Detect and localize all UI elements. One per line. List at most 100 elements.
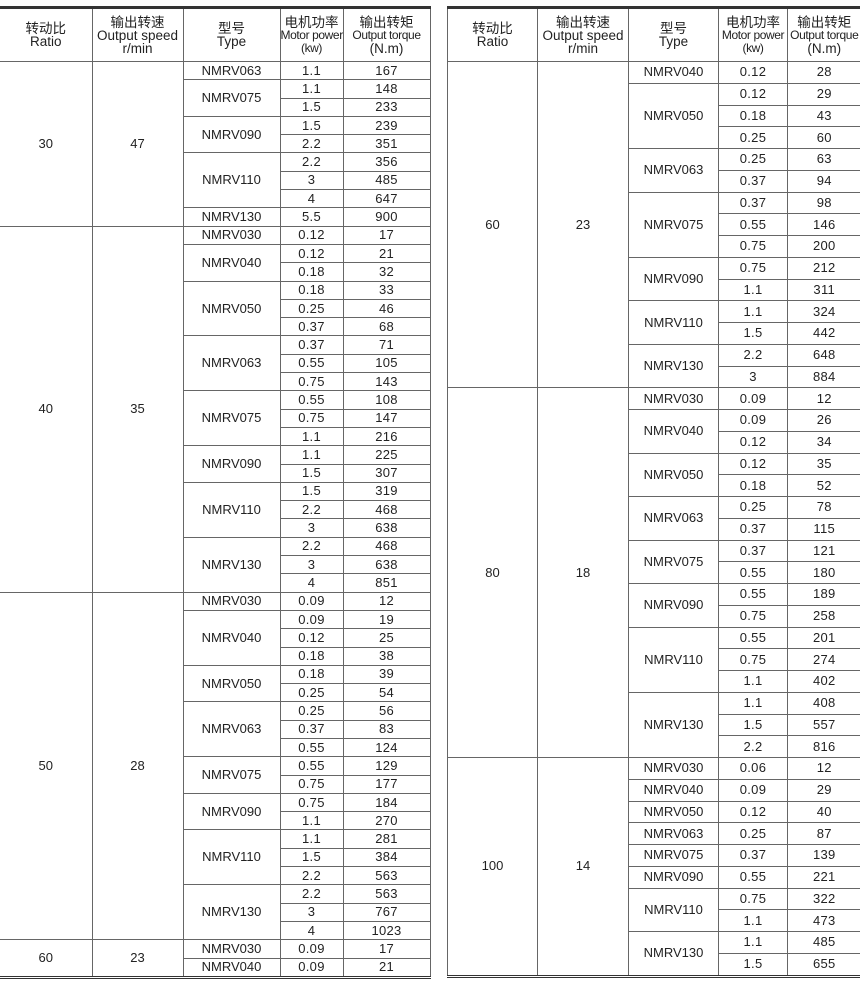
table-row: 1.5 442: [448, 322, 860, 345]
header-output-torque: 输出转矩 Output torque (N.m): [787, 7, 860, 62]
output-torque-cell: 311: [787, 278, 860, 302]
header-text: Motor power: [721, 27, 785, 42]
output-torque-cell: 485: [342, 170, 431, 191]
output-torque-cell: 216: [342, 426, 431, 447]
table-row: NMRV110 2.2 356: [0, 152, 431, 209]
motor-power-cell: 0.12: [279, 243, 344, 264]
output-torque-cell: 21: [342, 243, 431, 264]
header-text: 转动比: [25, 21, 67, 36]
output-torque-cell: 816: [787, 735, 860, 758]
table-row: 0.18 38: [0, 646, 431, 666]
type-cell: NMRV130: [183, 884, 281, 941]
motor-power-cell: 0.75: [280, 408, 344, 428]
output-torque-cell: 147: [342, 408, 431, 428]
motor-power-cell: 0.37: [718, 169, 788, 193]
table-row: 1.5 233: [0, 97, 431, 117]
output-torque-cell: 322: [787, 887, 860, 911]
table-row: NMRV050 0.12 35: [448, 452, 860, 497]
header-row: 转动比 Ratio 输出转速 Output speed r/min 型号 Type 电机功率 M…: [447, 7, 860, 62]
type-cell: NMRV110: [628, 626, 719, 693]
table-row: 0.25 54: [0, 683, 431, 703]
output-torque-cell: 270: [342, 811, 431, 831]
ratio-cell: 40: [0, 225, 93, 593]
motor-power-cell: 0.75: [280, 774, 344, 794]
header-text: (kw): [742, 40, 764, 55]
motor-power-cell: 0.25: [718, 126, 788, 149]
header-text: 电机功率: [284, 14, 339, 30]
table-row: NMRV110 0.75 322: [448, 887, 860, 932]
type-cell: NMRV063: [182, 60, 281, 81]
type-cell: NMRV050: [183, 664, 281, 703]
output-torque-cell: 351: [342, 134, 431, 154]
motor-power-cell: 1.1: [718, 300, 788, 323]
table-row: NMRV075 0.37 121: [448, 539, 860, 584]
motor-power-cell: 0.75: [718, 256, 788, 280]
table-row: 4 851: [0, 573, 431, 593]
header-text: r/min: [568, 40, 598, 56]
output-torque-cell: 442: [787, 322, 860, 345]
output-torque-cell: 43: [787, 104, 860, 128]
table-row: 0.25 60: [448, 126, 860, 149]
motor-power-cell: 0.09: [279, 609, 344, 630]
type-cell: NMRV130: [183, 207, 281, 227]
motor-power-cell: 0.75: [279, 792, 344, 813]
motor-power-cell: 4: [280, 573, 344, 593]
output-torque-cell: 408: [787, 691, 860, 715]
output-torque-cell: 17: [342, 225, 431, 245]
type-cell: NMRV110: [183, 152, 281, 209]
header-text: Motor power: [280, 27, 343, 42]
header-text: r/min: [122, 40, 153, 56]
output-torque-cell: 139: [787, 844, 860, 867]
table-row: NMRV110 0.55 201: [448, 626, 860, 693]
output-torque-cell: 60: [787, 126, 860, 149]
output-torque-cell: 177: [342, 774, 431, 794]
table-row: 0.25 46: [0, 298, 431, 319]
type-cell: NMRV110: [628, 300, 719, 345]
output-torque-cell: 54: [342, 683, 431, 703]
table-row: NMRV130 2.2 563: [0, 884, 431, 941]
output-torque-cell: 180: [787, 561, 860, 584]
output-torque-cell: 32: [342, 262, 431, 282]
motor-power-cell: 0.25: [280, 683, 344, 703]
output-torque-cell: 473: [787, 909, 860, 932]
table-row: 3 767: [0, 902, 431, 922]
table-row: NMRV063 0.25 56: [0, 701, 431, 758]
table-row: NMRV050 0.12 40: [448, 800, 860, 824]
table-row: NMRV090 0.75 184: [0, 792, 431, 831]
output-torque-cell: 319: [342, 481, 431, 502]
table-row: NMRV090 1.5 239: [0, 115, 431, 154]
motor-power-cell: 1.5: [280, 847, 344, 868]
output-torque-cell: 189: [787, 583, 860, 606]
motor-power-cell: 1.5: [279, 115, 344, 136]
header-text: Ratio: [29, 34, 62, 49]
table-row: NMRV063 0.25 78: [448, 496, 860, 541]
motor-power-cell: 3: [280, 518, 344, 538]
type-cell: NMRV040: [628, 61, 719, 84]
header-text: Ratio: [476, 34, 509, 49]
table-row: 0.18 43: [448, 104, 860, 128]
output-torque-cell: 78: [787, 496, 860, 519]
motor-power-cell: 0.18: [279, 280, 344, 300]
motor-power-cell: 0.18: [718, 104, 788, 128]
output-torque-cell: 87: [787, 822, 860, 845]
header-motor-power: 电机功率 Motor power (kw): [718, 7, 788, 62]
motor-power-cell: 3: [718, 365, 788, 389]
header-ratio: 转动比 Ratio: [0, 7, 93, 62]
type-cell: NMRV030: [182, 939, 281, 959]
table-row: NMRV075 0.37 139: [448, 844, 860, 867]
motor-power-cell: 0.55: [718, 626, 788, 650]
output-torque-cell: 167: [342, 60, 431, 81]
motor-power-cell: 1.1: [718, 909, 788, 932]
output-torque-cell: 21: [342, 957, 431, 978]
output-torque-cell: 468: [342, 500, 431, 520]
output-torque-cell: 225: [342, 445, 431, 465]
header-text: Output speed: [96, 27, 179, 43]
motor-power-cell: 0.18: [718, 474, 788, 497]
table-row: NMRV130 1.1 485: [448, 931, 860, 977]
output-torque-cell: 1023: [342, 920, 431, 941]
table-row: 0.37 115: [448, 517, 860, 541]
output-speed-cell: 18: [537, 387, 629, 758]
type-cell: NMRV063: [628, 822, 719, 845]
table-row: 80 18 NMRV030 0.09 12: [447, 387, 860, 758]
type-cell: NMRV075: [183, 390, 281, 447]
